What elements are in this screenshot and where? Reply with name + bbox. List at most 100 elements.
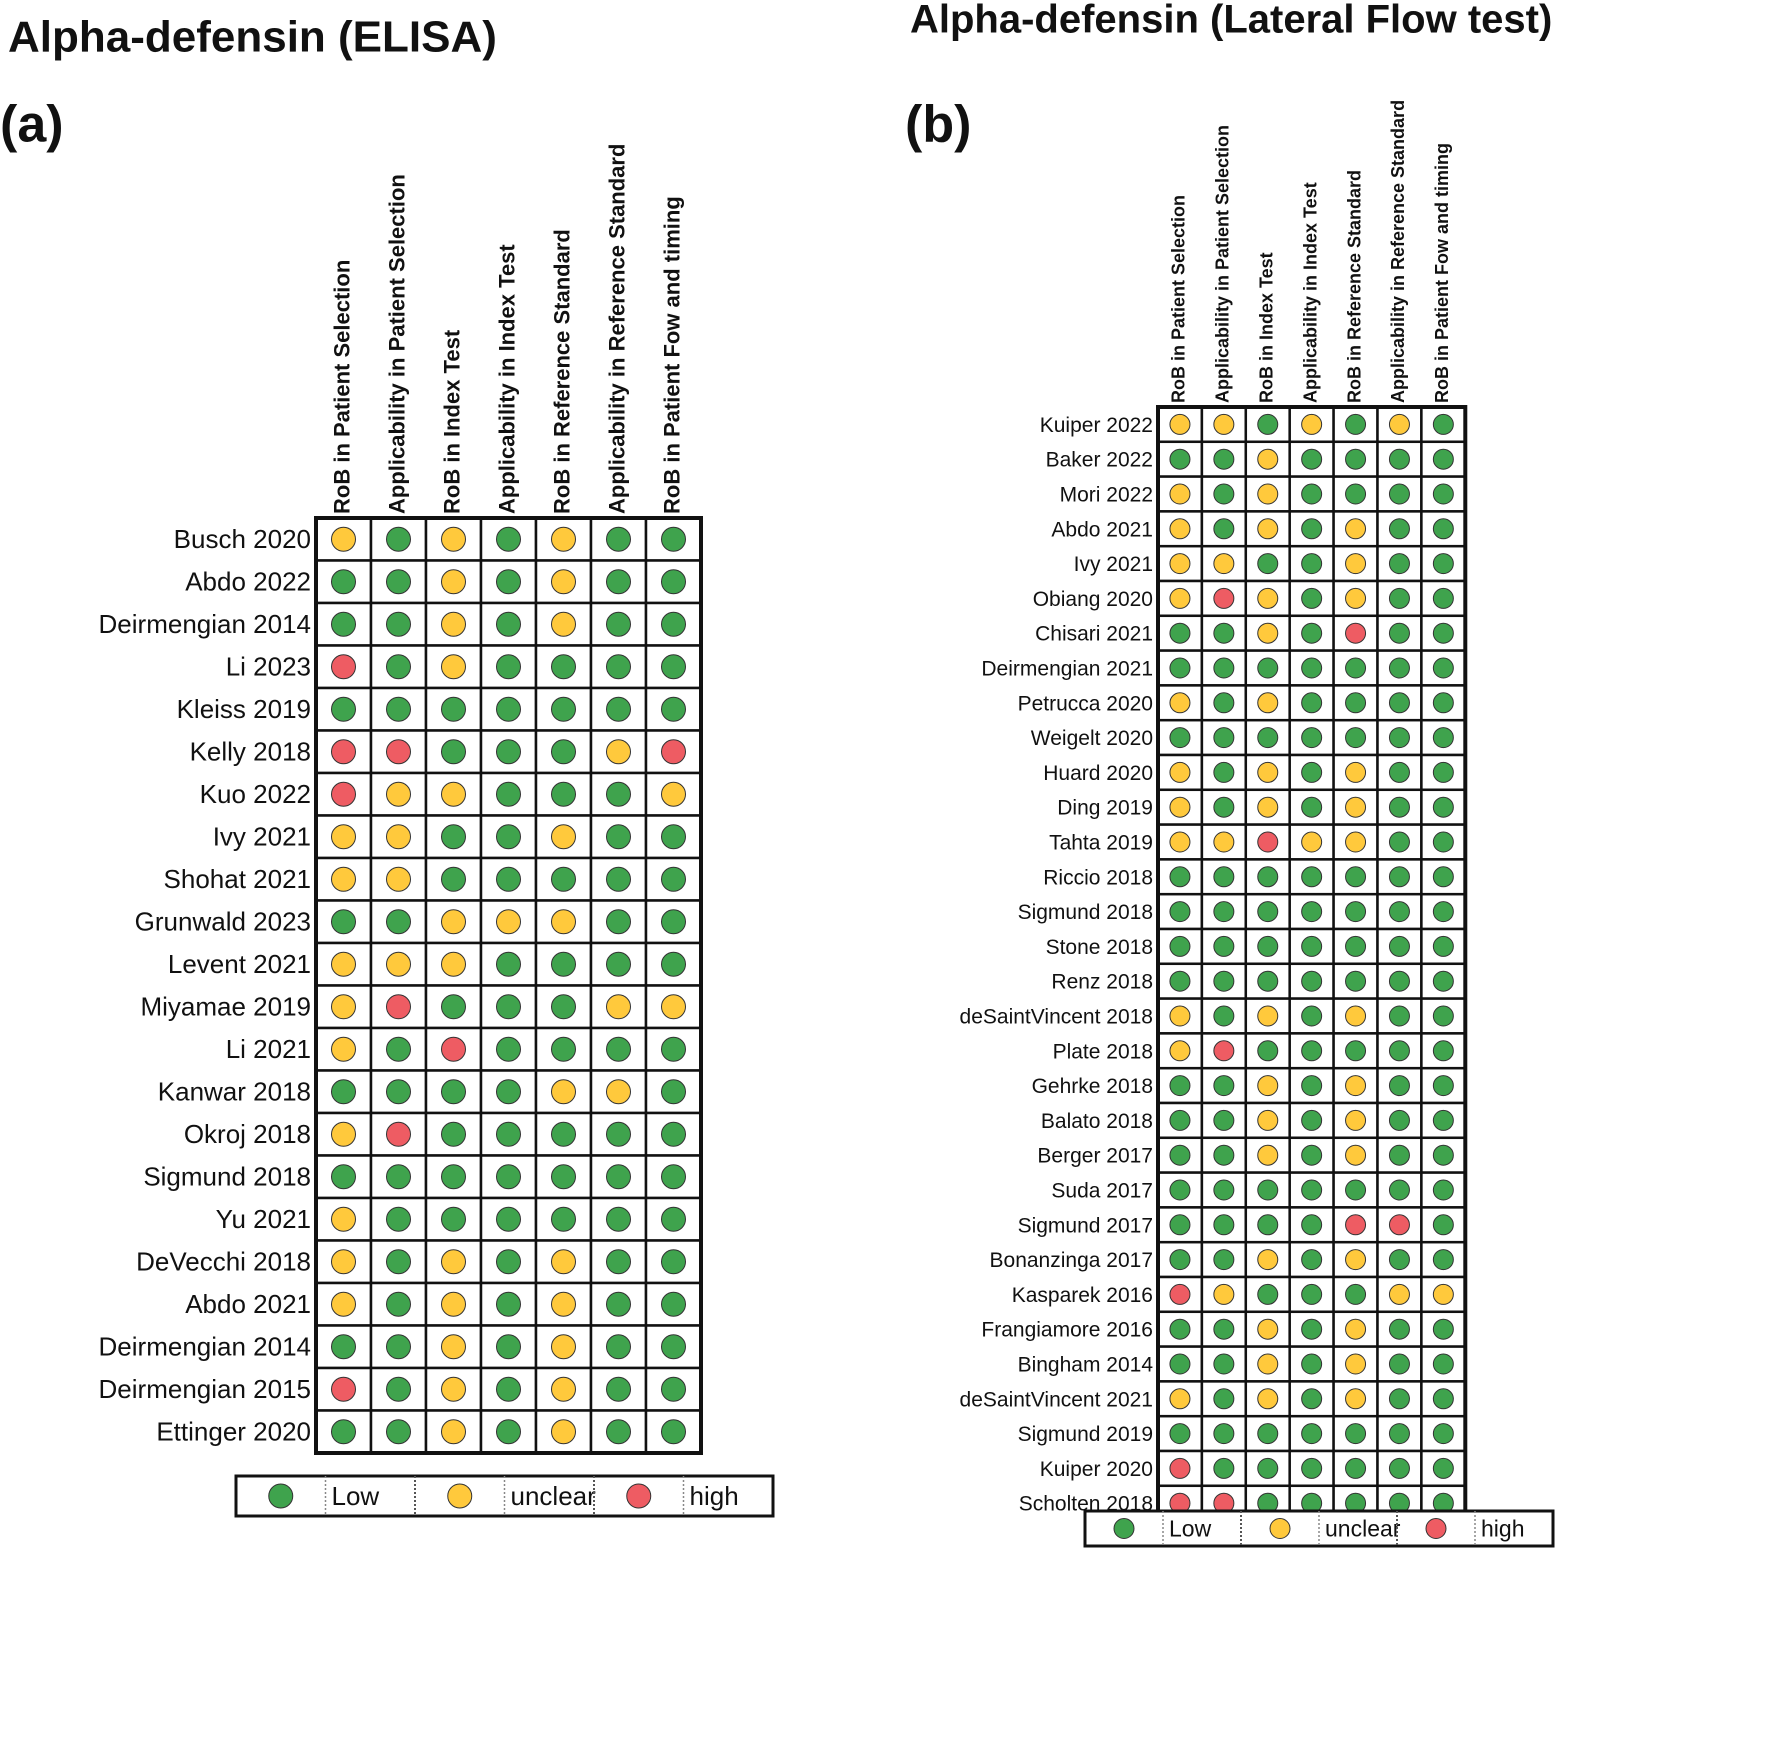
study-label: Obiang 2020 xyxy=(1033,588,1153,611)
study-label: Okroj 2018 xyxy=(184,1119,311,1149)
rating-dot xyxy=(331,696,356,722)
legend-label: Low xyxy=(1169,1516,1212,1542)
rating-dot xyxy=(1345,553,1367,575)
rating-dot xyxy=(661,1376,686,1402)
rating-dot xyxy=(1388,970,1410,992)
rating-dot xyxy=(496,696,521,722)
rating-dot xyxy=(441,1036,466,1062)
rating-dot xyxy=(551,611,576,637)
cell xyxy=(1376,475,1423,513)
rating-dot xyxy=(1213,587,1235,609)
legend-swatch xyxy=(268,1483,294,1509)
rating-dot xyxy=(1301,1005,1323,1027)
rating-dot xyxy=(1345,901,1367,923)
rating-dot xyxy=(1169,1075,1191,1097)
rating-dot xyxy=(1257,1040,1279,1062)
rating-dot xyxy=(1169,1214,1191,1236)
column-header: RoB in Index Test xyxy=(1257,252,1277,403)
rating-dot xyxy=(551,824,576,850)
rating-dot xyxy=(551,739,576,765)
rating-dot xyxy=(496,1121,521,1147)
study-label: deSaintVincent 2018 xyxy=(960,1006,1153,1029)
rating-dot xyxy=(1301,1075,1323,1097)
rating-dot xyxy=(1301,1214,1323,1236)
rating-dot xyxy=(1169,866,1191,888)
rating-dot xyxy=(331,569,356,595)
rating-dot xyxy=(1257,866,1279,888)
rating-dot xyxy=(331,1206,356,1232)
panel-title: Alpha-defensin (ELISA) xyxy=(8,13,497,62)
rating-dot xyxy=(1257,761,1279,783)
study-label: DeVecchi 2018 xyxy=(136,1247,311,1277)
rating-dot xyxy=(551,866,576,892)
rating-dot xyxy=(661,1121,686,1147)
rating-dot xyxy=(1169,587,1191,609)
rating-dot xyxy=(1169,796,1191,818)
rating-dot xyxy=(1257,1423,1279,1445)
column-header: Applicability in Index Test xyxy=(494,244,519,514)
panel-label: (b) xyxy=(905,96,971,154)
rating-dot xyxy=(331,1121,356,1147)
rating-dot xyxy=(1388,1318,1410,1340)
rating-dot xyxy=(386,569,411,595)
rating-dot xyxy=(1388,1144,1410,1166)
rating-dot xyxy=(1432,518,1454,540)
column-header: Applicability in Reference Standard xyxy=(1388,100,1408,403)
cell xyxy=(1156,858,1204,896)
rating-dot xyxy=(1345,622,1367,644)
rating-dot xyxy=(496,909,521,935)
rating-dot xyxy=(1301,1109,1323,1131)
rating-dot xyxy=(441,1419,466,1445)
rating-dot xyxy=(551,696,576,722)
rating-dot xyxy=(1301,553,1323,575)
rating-dot xyxy=(496,1249,521,1275)
rating-dot xyxy=(441,1206,466,1232)
rating-dot xyxy=(1169,901,1191,923)
study-label: Levent 2021 xyxy=(168,949,311,979)
rating-dot xyxy=(386,1206,411,1232)
rating-dot xyxy=(1301,657,1323,679)
cell xyxy=(314,1111,373,1157)
rating-dot xyxy=(551,1079,576,1105)
rating-dot xyxy=(1169,1040,1191,1062)
rating-dot xyxy=(1301,970,1323,992)
rating-dot xyxy=(1257,1179,1279,1201)
rating-dot xyxy=(1213,1214,1235,1236)
rating-dot xyxy=(661,1079,686,1105)
rating-dot xyxy=(1432,413,1454,435)
rating-dot xyxy=(331,654,356,680)
rating-dot xyxy=(1388,1388,1410,1410)
rating-dot xyxy=(1213,1040,1235,1062)
rating-dot xyxy=(1257,692,1279,714)
column-header: RoB in Index Test xyxy=(439,329,464,514)
rating-dot xyxy=(1388,1179,1410,1201)
rating-dot xyxy=(1345,1005,1367,1027)
rating-dot xyxy=(1169,1109,1191,1131)
rating-dot xyxy=(606,909,631,935)
rating-dot xyxy=(551,1249,576,1275)
study-label: Chisari 2021 xyxy=(1035,623,1153,646)
rating-dot xyxy=(1301,761,1323,783)
rating-dot xyxy=(551,654,576,680)
study-label: Ettinger 2020 xyxy=(156,1417,311,1447)
rating-dot xyxy=(496,1419,521,1445)
rating-dot xyxy=(1345,796,1367,818)
rating-dot xyxy=(1213,1388,1235,1410)
rating-dot xyxy=(1432,901,1454,923)
rating-dot xyxy=(551,1164,576,1190)
rating-dot xyxy=(1169,448,1191,470)
rating-dot xyxy=(1213,831,1235,853)
rating-dot xyxy=(1213,1005,1235,1027)
rating-dot xyxy=(386,824,411,850)
rating-dot xyxy=(1388,483,1410,505)
rating-dot xyxy=(1432,1144,1454,1166)
rating-dot xyxy=(1169,935,1191,957)
rating-dot xyxy=(1432,1040,1454,1062)
rating-dot xyxy=(1432,1179,1454,1201)
rating-dot xyxy=(386,1164,411,1190)
rating-dot xyxy=(661,696,686,722)
rating-dot xyxy=(1213,935,1235,957)
rating-dot xyxy=(1301,1283,1323,1305)
rating-dot xyxy=(331,824,356,850)
